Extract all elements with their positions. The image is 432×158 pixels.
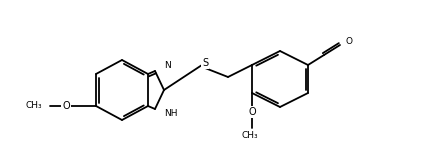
Text: CH₃: CH₃ bbox=[25, 101, 42, 110]
Text: O: O bbox=[345, 37, 352, 46]
Text: NH: NH bbox=[164, 109, 178, 118]
Text: N: N bbox=[164, 61, 171, 70]
Text: O: O bbox=[248, 107, 256, 117]
Text: O: O bbox=[62, 101, 70, 111]
Text: S: S bbox=[202, 58, 208, 68]
Text: CH₃: CH₃ bbox=[241, 131, 258, 140]
